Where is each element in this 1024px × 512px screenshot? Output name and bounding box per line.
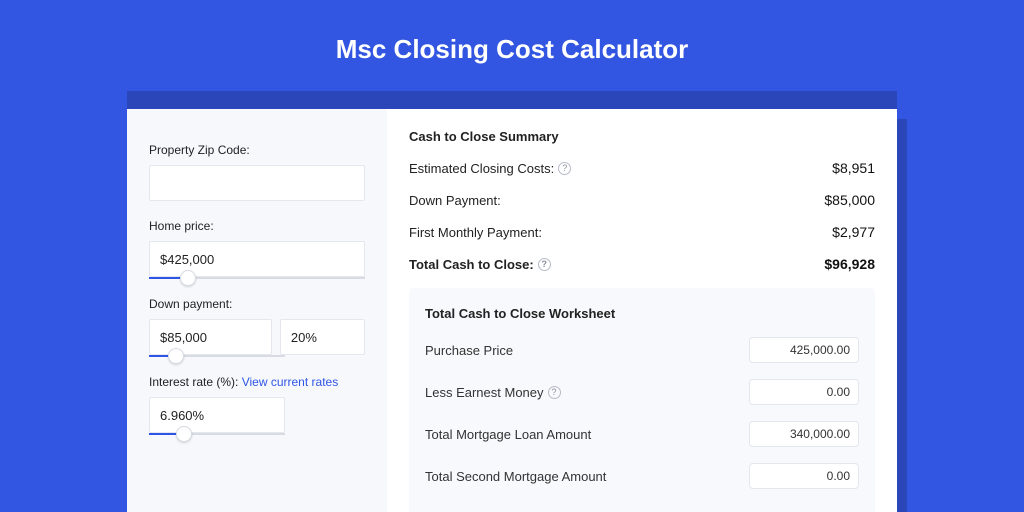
worksheet-title: Total Cash to Close Worksheet [425,306,859,321]
worksheet-input[interactable] [749,337,859,363]
zip-label: Property Zip Code: [149,143,365,157]
summary-label: Estimated Closing Costs:? [409,161,571,176]
worksheet-input[interactable] [749,463,859,489]
field-home-price: Home price: [149,219,365,279]
down-payment-slider-thumb[interactable] [168,348,184,364]
summary-value: $96,928 [824,256,875,272]
interest-rate-slider[interactable] [149,433,285,435]
interest-rate-label-text: Interest rate (%): [149,375,238,389]
summary-label: Down Payment: [409,193,501,208]
summary-row: Estimated Closing Costs:? $8,951 [409,160,875,176]
worksheet-section: Total Cash to Close Worksheet Purchase P… [409,288,875,512]
home-price-slider-thumb[interactable] [180,270,196,286]
field-down-payment: Down payment: [149,297,365,357]
worksheet-row: Less Earnest Money? [425,379,859,405]
inputs-panel: Property Zip Code: Home price: Down paym… [127,109,387,512]
help-icon[interactable]: ? [548,386,561,399]
worksheet-label: Total Mortgage Loan Amount [425,427,591,442]
interest-rate-label: Interest rate (%): View current rates [149,375,365,389]
view-current-rates-link[interactable]: View current rates [242,375,339,389]
worksheet-row: Total Second Mortgage Amount [425,463,859,489]
worksheet-row: Total Mortgage Loan Amount [425,421,859,447]
summary-label: First Monthly Payment: [409,225,542,240]
worksheet-label: Purchase Price [425,343,513,358]
interest-rate-input[interactable] [149,397,285,433]
worksheet-input[interactable] [749,421,859,447]
results-panel: Cash to Close Summary Estimated Closing … [387,109,897,512]
field-interest-rate: Interest rate (%): View current rates [149,375,365,435]
help-icon[interactable]: ? [538,258,551,271]
summary-row: Total Cash to Close:? $96,928 [409,256,875,272]
home-price-label: Home price: [149,219,365,233]
field-zip: Property Zip Code: [149,143,365,201]
worksheet-label: Total Second Mortgage Amount [425,469,606,484]
calculator-card: Property Zip Code: Home price: Down paym… [127,109,897,512]
worksheet-input[interactable] [749,379,859,405]
summary-value: $8,951 [832,160,875,176]
zip-input[interactable] [149,165,365,201]
summary-label: Total Cash to Close:? [409,257,551,272]
worksheet-row: Purchase Price [425,337,859,363]
summary-row: Down Payment: $85,000 [409,192,875,208]
down-payment-input[interactable] [149,319,272,355]
top-banner [127,91,897,109]
interest-rate-slider-thumb[interactable] [176,426,192,442]
summary-row: First Monthly Payment: $2,977 [409,224,875,240]
summary-value: $85,000 [824,192,875,208]
worksheet-label: Less Earnest Money? [425,385,561,400]
down-payment-label: Down payment: [149,297,365,311]
page-title: Msc Closing Cost Calculator [0,0,1024,91]
down-payment-slider[interactable] [149,355,285,357]
summary-title: Cash to Close Summary [409,129,875,144]
help-icon[interactable]: ? [558,162,571,175]
down-payment-percent-input[interactable] [280,319,365,355]
home-price-slider[interactable] [149,277,365,279]
summary-value: $2,977 [832,224,875,240]
